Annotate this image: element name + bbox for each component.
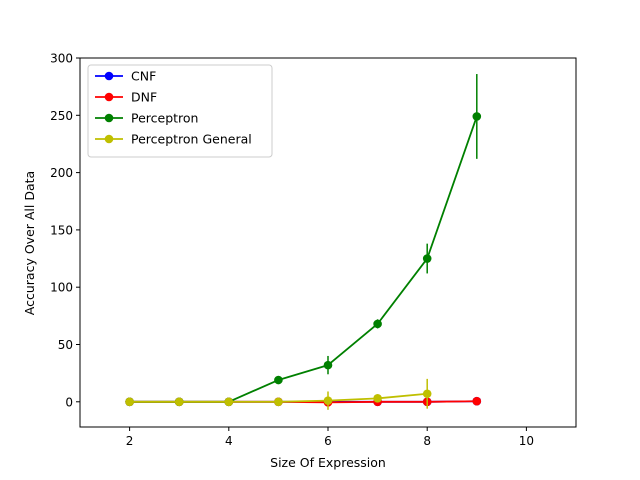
data-point-perceptron [422, 254, 432, 263]
x-tick-label: 6 [324, 434, 332, 448]
x-axis-label: Size Of Expression [270, 455, 386, 470]
legend-box [87, 64, 273, 158]
data-point-perceptron-general [174, 397, 184, 407]
data-point-perceptron-general [274, 397, 283, 407]
x-tick-label: 10 [519, 434, 534, 448]
y-tick-label: 200 [50, 166, 73, 180]
data-point-dnf [472, 396, 482, 406]
y-tick-label: 100 [50, 281, 73, 295]
series-perceptron-general [125, 378, 432, 410]
legend-marker-perceptron [104, 113, 114, 123]
legend: CNF DNF Perceptron Perceptron General [87, 64, 273, 158]
y-axis-label: Accuracy Over All Data [22, 171, 37, 315]
y-tick-label: 0 [65, 395, 73, 409]
series-group [125, 74, 482, 410]
x-tick-label: 4 [225, 434, 233, 448]
y-tick-label: 300 [50, 52, 73, 66]
data-point-perceptron [323, 360, 333, 370]
data-point-perceptron [373, 319, 382, 329]
data-point-perceptron [274, 375, 283, 385]
data-point-perceptron-general [323, 396, 333, 405]
legend-label-dnf: DNF [131, 90, 157, 105]
legend-marker-dnf [104, 92, 114, 102]
data-point-perceptron-general [422, 389, 432, 399]
legend-marker-cnf [104, 71, 114, 81]
y-tick-label: 50 [58, 338, 73, 352]
legend-label-perceptron: Perceptron [131, 111, 198, 126]
legend-marker-perceptron-general [104, 134, 114, 144]
x-tick-label: 8 [423, 434, 431, 448]
legend-label-perceptron-general: Perceptron General [131, 132, 252, 147]
y-tick-label: 150 [50, 223, 73, 237]
data-point-perceptron-general [125, 397, 134, 407]
data-point-perceptron [472, 112, 482, 121]
plot-area [125, 74, 482, 410]
y-tick-label: 250 [50, 109, 73, 123]
legend-label-cnf: CNF [131, 69, 156, 84]
x-tick-label: 2 [126, 434, 134, 448]
data-point-perceptron-general [224, 397, 234, 407]
data-point-perceptron-general [373, 394, 382, 403]
